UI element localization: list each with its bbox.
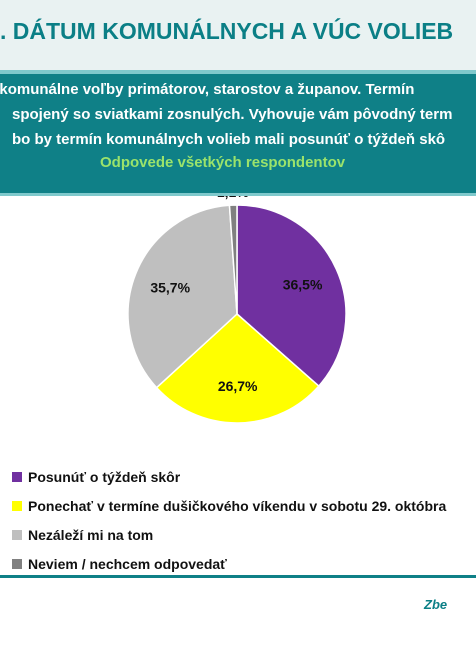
footer-divider	[0, 575, 476, 578]
respondents-subtitle: Odpovede všetkých respondentov	[100, 154, 346, 171]
legend-item: Nezáleží mi na tom	[12, 520, 446, 549]
legend-swatch-0	[12, 471, 22, 482]
question-line-2: spojený so sviatkami zosnulých. Vyhovuje…	[12, 106, 453, 123]
legend-swatch-2	[12, 529, 22, 540]
footer-source: Zbe	[424, 597, 448, 612]
pie-chart: 36,5% 26,7% 35,7% 1,1%	[127, 196, 347, 424]
data-label-1: 26,7%	[218, 378, 258, 394]
question-box: ť komunálne voľby primátorov, starostov …	[0, 70, 476, 194]
title-bar: . DÁTUM KOMUNÁLNYCH A VÚC VOLIEB	[0, 0, 476, 70]
legend-label: Ponechať v termíne dušičkového víkendu v…	[28, 497, 447, 514]
legend-swatch-3	[12, 558, 22, 569]
pie-slice-2	[127, 204, 238, 389]
legend: Posunúť o týždeň skôr Ponechať v termíne…	[12, 462, 446, 578]
question-line-1: ť komunálne voľby primátorov, starostov …	[0, 81, 415, 98]
pie-slice-1	[155, 312, 320, 424]
legend-label: Nezáleží mi na tom	[28, 526, 154, 543]
divider	[0, 193, 476, 196]
data-label-2: 35,7%	[150, 279, 190, 295]
pie-slice-3	[228, 204, 238, 315]
page-title: . DÁTUM KOMUNÁLNYCH A VÚC VOLIEB	[0, 18, 454, 44]
legend-item: Ponechať v termíne dušičkového víkendu v…	[12, 491, 446, 520]
legend-label: Neviem / nechcem odpovedať	[28, 555, 227, 572]
data-label-3: 1,1%	[217, 196, 249, 200]
pie-slice-0	[236, 204, 347, 388]
question-line-3: bo by termín komunálnych volieb mali pos…	[12, 131, 446, 148]
legend-label: Posunúť o týždeň skôr	[28, 468, 181, 485]
data-label-0: 36,5%	[283, 276, 323, 292]
legend-item: Neviem / nechcem odpovedať	[12, 549, 446, 578]
legend-swatch-1	[12, 500, 22, 511]
legend-item: Posunúť o týždeň skôr	[12, 462, 446, 491]
